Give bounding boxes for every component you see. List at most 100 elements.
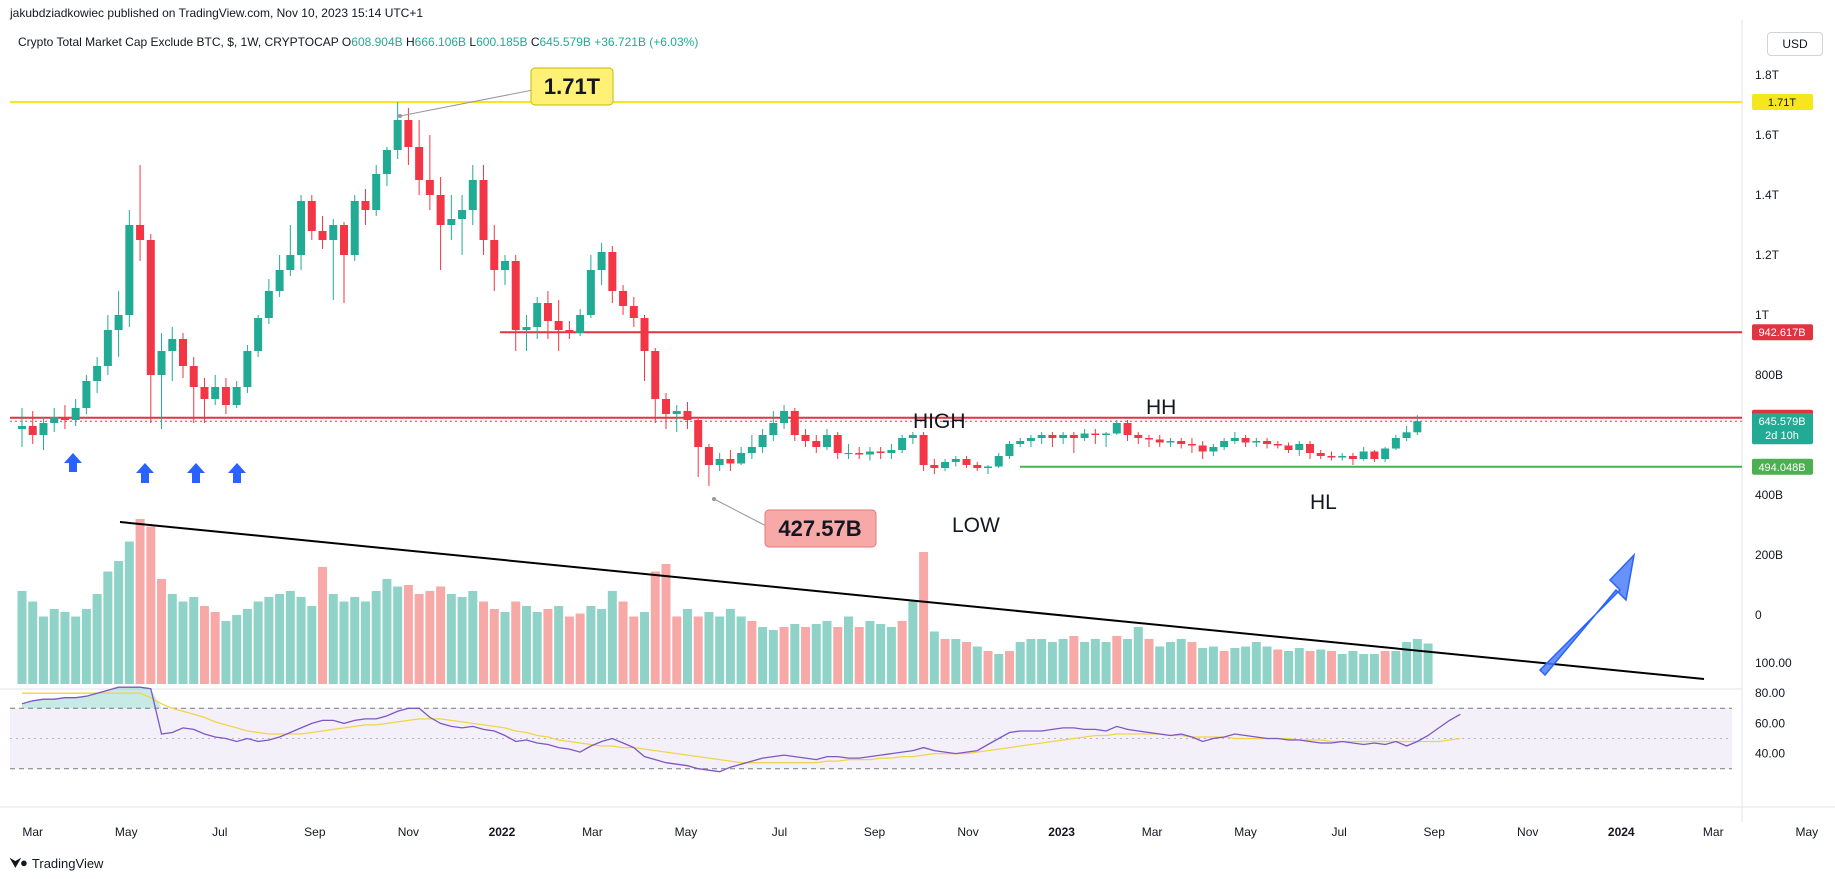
volume-bar <box>189 597 199 684</box>
candle-body <box>704 447 713 465</box>
candle-body <box>468 180 477 210</box>
candle-body <box>543 303 552 321</box>
volume-bar <box>1305 651 1315 684</box>
hl-annotation[interactable]: HL <box>1310 491 1337 514</box>
volume-bar <box>1123 639 1133 684</box>
low-annotation[interactable]: LOW <box>952 514 1000 537</box>
volume-bar <box>1262 646 1272 684</box>
candle-body <box>415 147 424 180</box>
level-price-tag-text: 1.71T <box>1768 97 1796 109</box>
volume-bar <box>521 606 531 684</box>
price-tick-label: 1.6T <box>1755 128 1780 142</box>
big-arrow-icon[interactable] <box>1538 552 1636 677</box>
candle-body <box>747 447 756 453</box>
symbol-title[interactable]: Crypto Total Market Cap Exclude BTC, $, … <box>18 35 339 49</box>
volume-bar <box>275 594 285 684</box>
candle-body <box>1059 435 1068 438</box>
rsi-tick-label: 40.00 <box>1755 747 1785 761</box>
volume-bar <box>1176 639 1186 684</box>
volume-bar <box>693 616 703 684</box>
time-tick-label: Nov <box>957 825 978 839</box>
volume-bar <box>704 612 714 684</box>
candle-body <box>511 261 520 330</box>
candle-body <box>1037 435 1046 438</box>
volume-bar <box>178 601 188 684</box>
high-annotation[interactable]: HIGH <box>913 410 966 433</box>
low-callout-box[interactable] <box>764 509 877 548</box>
level-price-tag <box>1752 324 1813 341</box>
candle-body <box>930 465 939 468</box>
volume-bar <box>1241 646 1251 684</box>
volume-bar <box>457 597 467 684</box>
candle-body <box>350 201 359 255</box>
candle-body <box>812 441 821 447</box>
volume-bar <box>393 586 403 684</box>
volume-bar <box>360 601 370 684</box>
candle-body <box>382 150 391 174</box>
volume-bar <box>994 654 1004 684</box>
volume-bar <box>843 616 853 684</box>
time-tick-label: 2024 <box>1608 825 1635 839</box>
candle-body <box>157 351 166 375</box>
volume-bar <box>479 601 489 684</box>
candle-body <box>908 435 917 438</box>
time-tick-label: Sep <box>864 825 886 839</box>
candle-body <box>168 339 177 351</box>
rsi-lines <box>21 686 1461 773</box>
volume-bar <box>1326 651 1336 684</box>
time-tick-label: May <box>675 825 698 839</box>
volume-bar <box>436 586 446 684</box>
hh-annotation[interactable]: HH <box>1146 396 1176 419</box>
arrow-up-icon <box>228 463 246 483</box>
candle-body <box>232 387 241 405</box>
volume-bar <box>371 591 381 684</box>
volume-bar <box>661 564 671 684</box>
ath-marker <box>398 114 402 118</box>
volume-bar <box>908 601 918 684</box>
volume-bar <box>854 627 864 684</box>
volume-bar <box>1402 642 1412 684</box>
candle-body <box>855 453 864 455</box>
volume-bar <box>575 613 585 684</box>
descending-trendline[interactable] <box>119 521 1705 680</box>
footer-brand[interactable]: ⮟● TradingView <box>10 855 103 871</box>
candle-body <box>490 240 499 270</box>
candle-body <box>254 318 263 351</box>
volume-bar <box>60 612 70 684</box>
candle-body <box>1177 441 1186 444</box>
volume-bar <box>92 594 102 684</box>
candle-body <box>146 240 155 375</box>
volume-bar <box>232 615 242 684</box>
volume-bar <box>768 630 778 684</box>
volume-bar <box>17 591 27 684</box>
time-tick-label: May <box>1234 825 1257 839</box>
time-tick-label: Mar <box>582 825 603 839</box>
currency-selector[interactable]: USD <box>1767 32 1823 56</box>
candle-body <box>1048 435 1057 438</box>
change-value: +36.721B (+6.03%) <box>594 35 699 49</box>
arrow-up-icon <box>64 453 82 472</box>
candle-body <box>640 318 649 351</box>
price-axis[interactable]: 1.8T1.6T1.4T1.2T1T800B600B400B200B0 <box>1755 68 1783 622</box>
volume-bar <box>972 646 982 684</box>
candle-body <box>833 435 842 453</box>
volume-bar <box>468 591 478 684</box>
candle-body <box>275 270 284 291</box>
volume-bar <box>790 624 800 684</box>
volume-bar <box>1316 649 1326 684</box>
volume-bar <box>1294 648 1304 684</box>
volume-bar <box>597 609 607 684</box>
time-axis[interactable]: Mar May Jul Sep Nov 2022 Mar May Jul Sep Nov 2023 Ma… <box>22 825 1818 839</box>
ath-callout-box[interactable] <box>530 67 614 106</box>
ohlc-legend: Crypto Total Market Cap Exclude BTC, $, … <box>18 35 698 49</box>
candle-body <box>1198 445 1207 452</box>
time-tick-label: Jul <box>772 825 787 839</box>
candle-body <box>286 255 295 270</box>
candle-body <box>71 408 80 420</box>
candle-body <box>565 330 574 333</box>
volume-bar <box>650 571 660 684</box>
time-tick-label: Nov <box>1517 825 1538 839</box>
candle-body <box>103 330 112 366</box>
rsi-axis[interactable]: 100.00 80.00 60.00 40.00 <box>1755 656 1792 761</box>
